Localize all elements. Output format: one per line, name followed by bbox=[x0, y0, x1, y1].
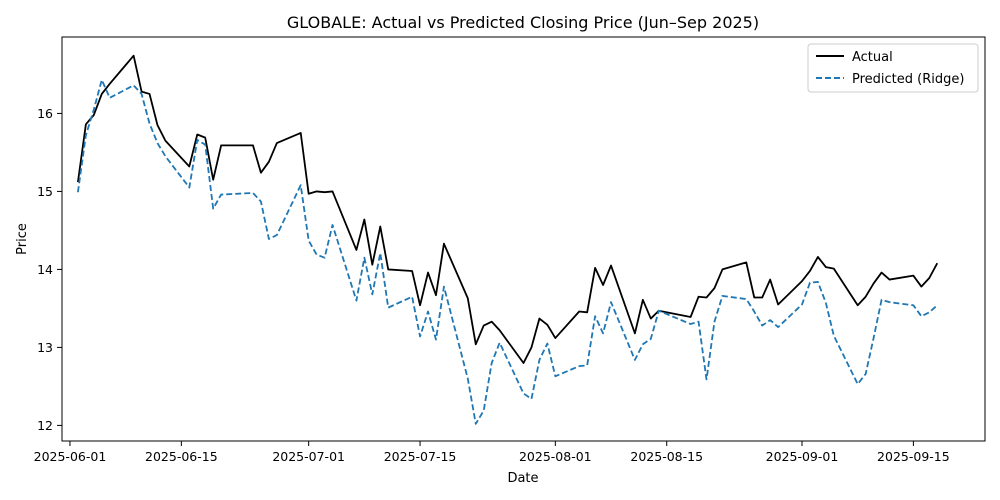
x-tick-label: 2025-06-15 bbox=[145, 449, 218, 464]
x-tick-label: 2025-06-01 bbox=[34, 449, 107, 464]
legend: Actual Predicted (Ridge) bbox=[807, 43, 979, 93]
y-axis: 12 13 14 15 16 bbox=[37, 106, 62, 433]
legend-label-predicted: Predicted (Ridge) bbox=[852, 72, 964, 87]
x-axis-label: Date bbox=[507, 471, 538, 486]
y-tick-label: 13 bbox=[37, 340, 53, 355]
plot-frame bbox=[61, 36, 986, 442]
y-tick-label: 15 bbox=[37, 184, 53, 199]
series-predicted-line bbox=[77, 79, 938, 425]
y-tick-label: 16 bbox=[37, 106, 53, 121]
x-tick-label: 2025-07-01 bbox=[272, 449, 345, 464]
legend-box bbox=[807, 43, 979, 93]
chart-title: GLOBALE: Actual vs Predicted Closing Pri… bbox=[287, 13, 759, 32]
x-tick-label: 2025-09-15 bbox=[877, 449, 950, 464]
legend-label-actual: Actual bbox=[852, 50, 893, 65]
y-tick-label: 12 bbox=[37, 418, 53, 433]
x-tick-label: 2025-08-15 bbox=[630, 449, 703, 464]
plot-area bbox=[77, 54, 939, 425]
x-tick-label: 2025-08-01 bbox=[519, 449, 592, 464]
x-tick-label: 2025-07-15 bbox=[384, 449, 457, 464]
series-actual-line bbox=[77, 54, 939, 364]
x-tick-label: 2025-09-01 bbox=[766, 449, 839, 464]
y-tick-label: 14 bbox=[37, 262, 53, 277]
x-axis: 2025-06-01 2025-06-15 2025-07-01 2025-07-15… bbox=[34, 441, 950, 464]
y-axis-label: Price bbox=[15, 223, 30, 255]
